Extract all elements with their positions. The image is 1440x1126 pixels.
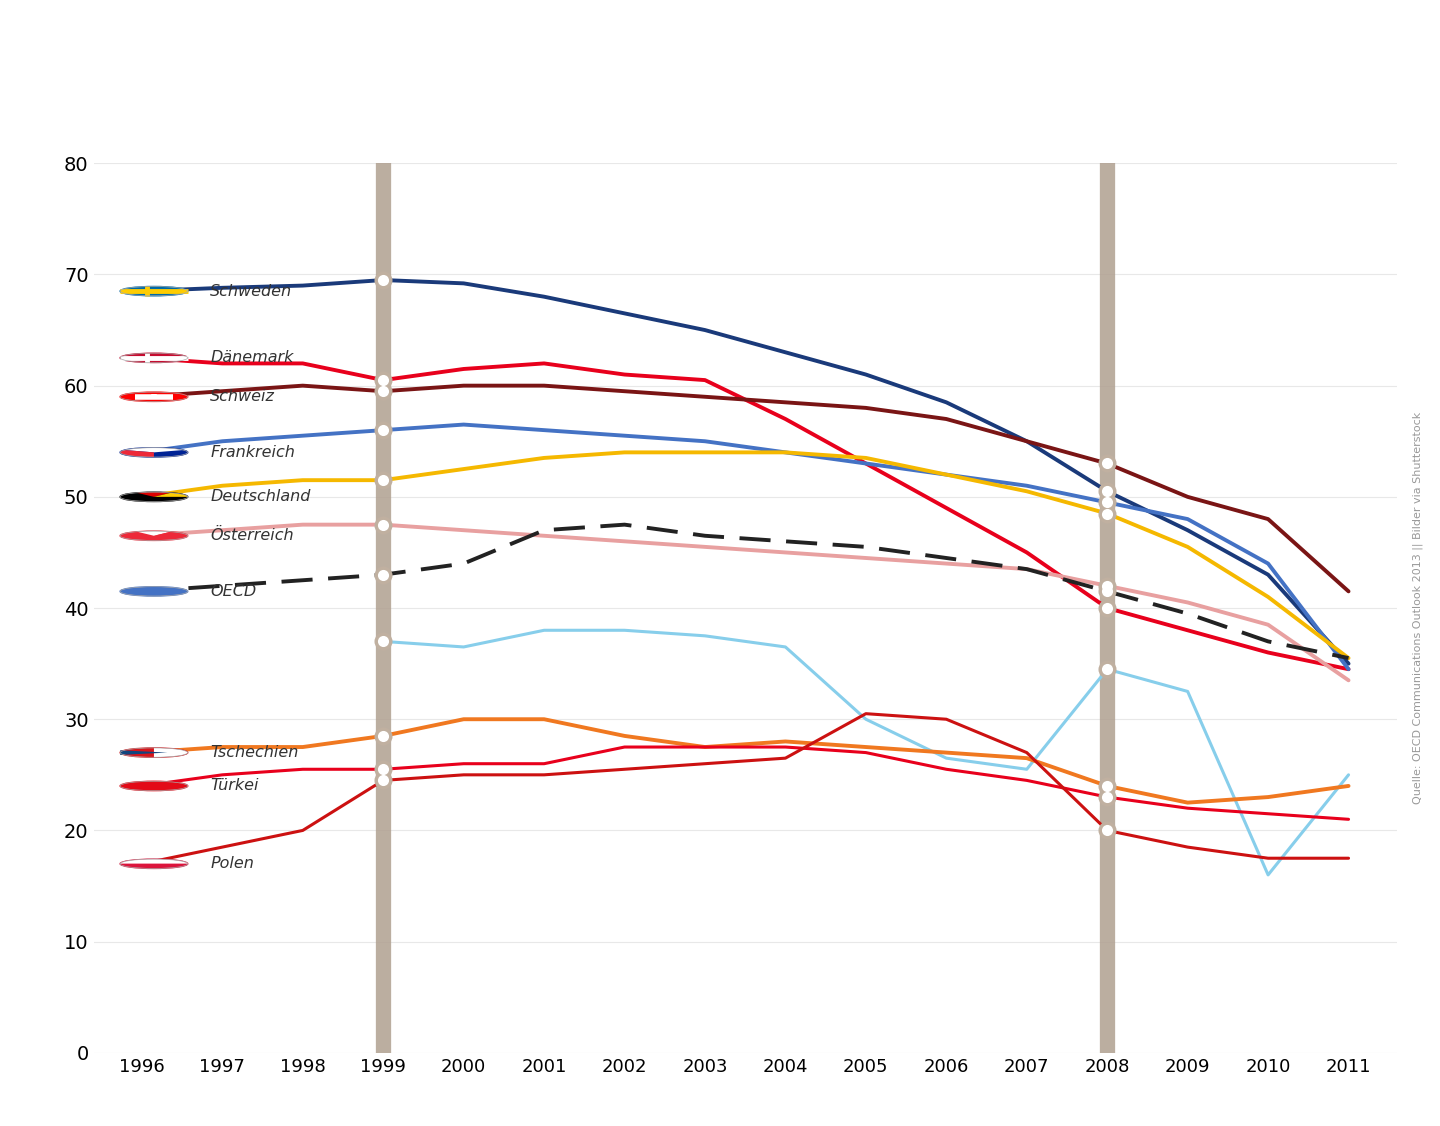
Text: Österreich: Österreich [210,528,294,543]
Text: Festnetz?!: Festnetz?! [79,12,389,64]
Wedge shape [120,864,187,868]
Text: Quelle: OECD Communications Outlook 2013 || Bilder via Shutterstock: Quelle: OECD Communications Outlook 2013… [1413,412,1423,804]
Circle shape [120,492,187,501]
Text: Polen: Polen [210,856,253,872]
Wedge shape [120,859,187,864]
Text: ))): ))) [7,41,56,74]
Circle shape [120,448,187,457]
Text: Tschechien: Tschechien [210,745,298,760]
Wedge shape [120,450,154,457]
Circle shape [120,781,187,790]
Wedge shape [125,448,183,453]
Wedge shape [154,493,187,497]
Circle shape [120,531,187,540]
Text: Deutschland: Deutschland [210,490,311,504]
Text: Schweden: Schweden [210,284,292,298]
Circle shape [120,859,187,868]
Circle shape [120,286,187,296]
Wedge shape [154,531,187,536]
Circle shape [120,354,187,363]
Wedge shape [120,493,154,497]
Wedge shape [154,450,187,457]
Text: Schweiz: Schweiz [210,390,275,404]
Text: Frankreich: Frankreich [210,445,295,459]
Text: Dänemark: Dänemark [210,350,294,365]
Text: Anzahl der Anschlüsse (analog und ISDN) pro 100 Einwohner, 1996 - 2011: Anzahl der Anschlüsse (analog und ISDN) … [79,102,831,120]
Polygon shape [120,750,167,754]
Wedge shape [137,492,171,497]
Circle shape [120,587,187,596]
Text: Türkei: Türkei [210,778,259,794]
Text: OECD: OECD [210,584,256,599]
Circle shape [120,392,187,402]
Circle shape [120,748,187,758]
Wedge shape [137,531,171,536]
Wedge shape [120,531,154,536]
Wedge shape [120,748,154,758]
Wedge shape [154,748,187,758]
